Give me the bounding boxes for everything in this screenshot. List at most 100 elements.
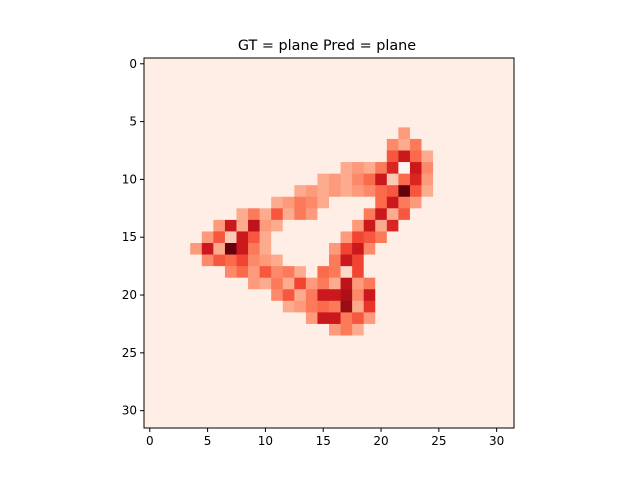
heatmap-cell [155, 138, 168, 151]
heatmap-cell [444, 254, 457, 267]
heatmap-cell [375, 173, 388, 186]
heatmap-cell [467, 127, 480, 140]
heatmap-cell [444, 185, 457, 198]
heatmap-cell [329, 381, 341, 394]
heatmap-cell [317, 323, 330, 336]
heatmap-cell [375, 358, 388, 371]
heatmap-cell [167, 81, 180, 94]
heatmap-cell [352, 358, 365, 371]
heatmap-cell [479, 335, 492, 348]
heatmap-cell [271, 196, 284, 209]
heatmap-cell [155, 266, 168, 279]
heatmap-cell [271, 300, 284, 313]
heatmap-cell [248, 312, 261, 325]
heatmap-cell [236, 370, 249, 383]
heatmap-cell [490, 58, 503, 70]
y-tick-label: 25 [122, 346, 137, 360]
heatmap-cell [294, 231, 307, 244]
heatmap-cell [248, 416, 261, 429]
heatmap-cell [502, 104, 515, 117]
heatmap-cell [317, 138, 330, 151]
heatmap-cell [224, 81, 237, 94]
heatmap-cell [167, 335, 180, 348]
heatmap-cell [224, 231, 237, 244]
heatmap-cell [317, 416, 330, 429]
heatmap-cell [259, 81, 272, 94]
heatmap-cell [433, 58, 446, 70]
heatmap-cell [294, 254, 307, 267]
heatmap-cell [259, 162, 272, 175]
heatmap-cell [213, 185, 226, 198]
heatmap-cell [294, 173, 307, 186]
heatmap-cell [236, 81, 249, 94]
heatmap-cell [259, 312, 272, 325]
heatmap-cell [178, 208, 191, 221]
heatmap-cell [144, 185, 156, 198]
heatmap-cell [271, 393, 284, 406]
heatmap-cell [329, 173, 341, 186]
heatmap-cell [144, 416, 156, 429]
heatmap-cell [248, 358, 261, 371]
heatmap-cell [490, 300, 503, 313]
heatmap-cell [317, 150, 330, 163]
heatmap-cell [224, 381, 237, 394]
heatmap-cell [282, 381, 295, 394]
heatmap-cell [236, 173, 249, 186]
heatmap-cell [352, 393, 365, 406]
heatmap-cell [144, 162, 156, 175]
heatmap-cell [201, 81, 214, 94]
heatmap-cell [190, 300, 203, 313]
heatmap-cell [155, 162, 168, 175]
heatmap-cell [167, 196, 180, 209]
heatmap-cell [444, 127, 457, 140]
heatmap-cell [409, 127, 422, 140]
heatmap-cell [444, 69, 457, 82]
heatmap-cell [259, 127, 272, 140]
heatmap-cell [213, 266, 226, 279]
heatmap-cell [294, 335, 307, 348]
heatmap-cell [144, 323, 156, 336]
heatmap-cell [409, 196, 422, 209]
heatmap-cell [409, 92, 422, 105]
heatmap-cell [329, 266, 341, 279]
heatmap-cell [421, 323, 434, 336]
heatmap-cell [144, 277, 156, 290]
heatmap-cell [190, 196, 203, 209]
heatmap-cell [178, 370, 191, 383]
heatmap-cell [375, 323, 388, 336]
heatmap-cell [329, 335, 341, 348]
heatmap-cell [259, 289, 272, 302]
heatmap-cell [375, 393, 388, 406]
heatmap-cell [363, 277, 376, 290]
heatmap-cell [479, 289, 492, 302]
heatmap-cell [190, 335, 203, 348]
heatmap-cell [213, 358, 226, 371]
heatmap-cell [144, 138, 156, 151]
heatmap-cell [386, 138, 399, 151]
heatmap-cell [282, 323, 295, 336]
heatmap-cell [201, 289, 214, 302]
heatmap-cell [167, 254, 180, 267]
heatmap-cell [178, 358, 191, 371]
heatmap-cell [421, 347, 434, 360]
heatmap-cell [340, 416, 353, 429]
heatmap-cell [375, 347, 388, 360]
heatmap-cell [236, 381, 249, 394]
heatmap-cell [305, 173, 318, 186]
heatmap-cell [155, 277, 168, 290]
heatmap-cell [201, 393, 214, 406]
heatmap-cell [329, 358, 341, 371]
heatmap-cell [271, 266, 284, 279]
heatmap-cell [479, 323, 492, 336]
heatmap-cell [144, 370, 156, 383]
heatmap-cell [433, 69, 446, 82]
heatmap-cell [386, 115, 399, 128]
heatmap-cell [236, 219, 249, 232]
heatmap-cell [190, 92, 203, 105]
heatmap-cell [259, 266, 272, 279]
heatmap-cell [363, 231, 376, 244]
heatmap-cell [178, 104, 191, 117]
heatmap-cell [363, 92, 376, 105]
heatmap-cell [317, 381, 330, 394]
heatmap-cell [248, 254, 261, 267]
